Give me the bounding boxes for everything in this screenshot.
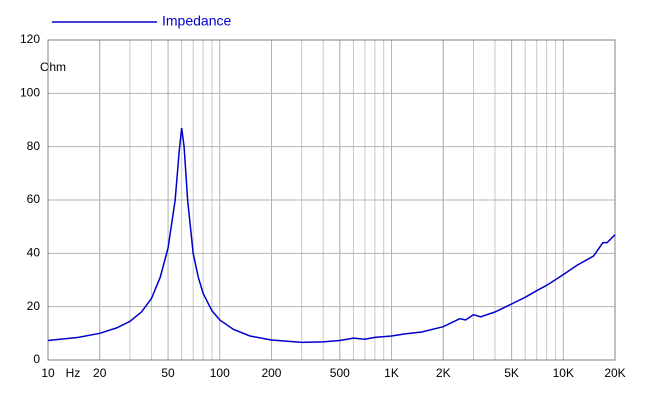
y-axis-label: Ohm [40, 60, 66, 74]
y-tick-label: 60 [27, 192, 41, 206]
y-tick-label: 20 [27, 299, 41, 313]
x-tick-label: 200 [261, 366, 281, 380]
y-tick-label: 100 [20, 86, 40, 100]
x-tick-label: 1K [384, 366, 399, 380]
x-tick-label: 2K [436, 366, 451, 380]
y-tick-label: 40 [27, 246, 41, 260]
x-tick-label: 10K [553, 366, 574, 380]
y-tick-label: 80 [27, 139, 41, 153]
x-tick-label: 20 [93, 366, 107, 380]
y-tick-label: 120 [20, 32, 40, 46]
line-series [47, 127, 616, 344]
x-tick-label: 100 [210, 366, 230, 380]
x-tick-label: 10 [41, 366, 55, 380]
x-axis-label: Hz [66, 366, 81, 380]
plot-frame [47, 39, 616, 361]
x-tick-label: 50 [161, 366, 175, 380]
legend-label: Impedance [162, 13, 231, 29]
y-tick-label: 0 [33, 352, 40, 366]
x-tick-label: 500 [330, 366, 350, 380]
x-tick-label: 20K [604, 366, 625, 380]
x-tick-label: 5K [504, 366, 519, 380]
